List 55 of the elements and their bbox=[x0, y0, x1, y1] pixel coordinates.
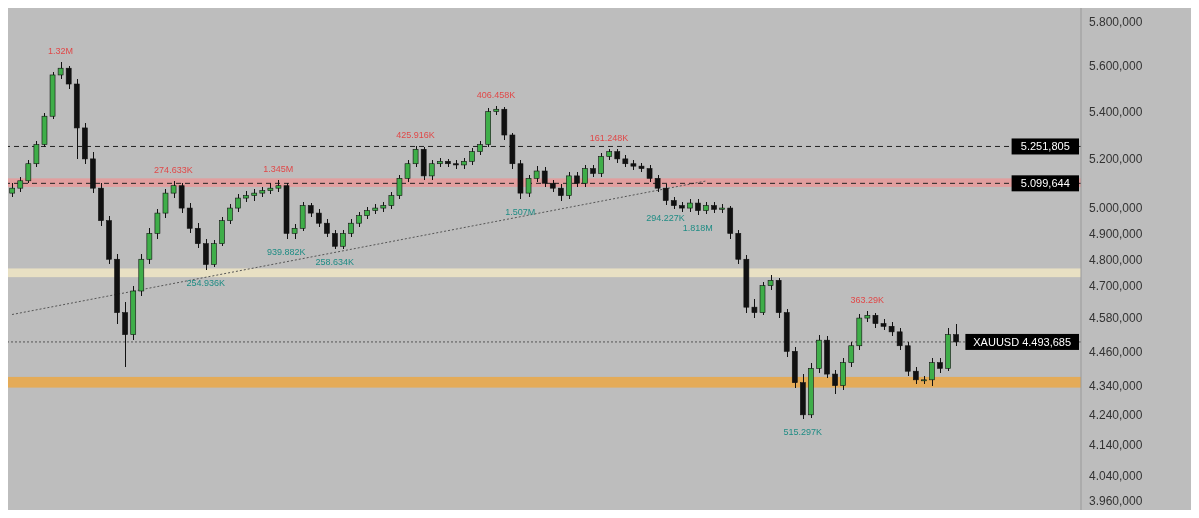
annotation: 1.345M bbox=[263, 163, 294, 174]
annotation: 363.29K bbox=[850, 295, 884, 306]
y-tick-label: 4.460,000 bbox=[1089, 344, 1143, 359]
y-tick-label: 5.200,000 bbox=[1089, 152, 1143, 167]
candlestick bbox=[929, 357, 935, 387]
annotation: 425.916K bbox=[396, 129, 435, 140]
y-tick-label: 4.800,000 bbox=[1089, 252, 1143, 267]
annotation: 258.634K bbox=[315, 256, 355, 267]
y-tick-label: 4.340,000 bbox=[1089, 378, 1143, 393]
annotation: 406.458K bbox=[476, 89, 516, 100]
y-tick-label: 5.400,000 bbox=[1089, 104, 1143, 119]
candlestick bbox=[582, 164, 588, 188]
annotation: 1.507M bbox=[505, 206, 536, 217]
annotation: 939.882K bbox=[267, 247, 306, 258]
candlestick bbox=[194, 222, 201, 249]
annotation: 161.248K bbox=[589, 133, 629, 144]
y-tick-label: 4.140,000 bbox=[1089, 437, 1143, 452]
y-tick-label: 4.700,000 bbox=[1089, 278, 1143, 293]
ref-line-label: 5.251,805 bbox=[1020, 140, 1070, 153]
candlestick bbox=[25, 159, 32, 184]
candlestick bbox=[186, 202, 193, 234]
annotation: 515.297K bbox=[783, 427, 822, 438]
y-tick-label: 3.960,000 bbox=[1089, 493, 1143, 508]
annotation: 294.227K bbox=[646, 213, 685, 224]
y-tick-label: 4.900,000 bbox=[1089, 226, 1143, 241]
y-tick-label: 4.580,000 bbox=[1089, 311, 1143, 326]
candlestick bbox=[840, 357, 846, 391]
candlestick bbox=[541, 166, 548, 188]
annotation: 1.32M bbox=[47, 45, 73, 56]
candlestick bbox=[122, 301, 128, 368]
candlestick bbox=[219, 216, 225, 247]
candlestick bbox=[832, 369, 838, 395]
candlestick bbox=[227, 203, 233, 226]
candlestick bbox=[566, 171, 572, 200]
candlestick bbox=[203, 237, 209, 271]
candlestick bbox=[662, 183, 669, 206]
annotation: 274.633K bbox=[154, 164, 193, 175]
candlestick bbox=[428, 159, 435, 181]
candlestick bbox=[896, 327, 903, 351]
candlestick bbox=[848, 340, 855, 368]
candlestick bbox=[65, 65, 72, 90]
y-tick-label: 4.040,000 bbox=[1089, 468, 1143, 483]
annotation: 254.936K bbox=[186, 277, 225, 288]
candlestick bbox=[211, 239, 217, 268]
ref-line-label: XAUUSD 4.493,685 bbox=[973, 335, 1072, 348]
y-tick-label: 5.000,000 bbox=[1089, 201, 1143, 216]
y-tick-label: 5.600,000 bbox=[1089, 59, 1143, 74]
ref-line-label: 5.099,644 bbox=[1020, 177, 1070, 190]
candlestick bbox=[340, 228, 346, 250]
candlestick bbox=[953, 322, 959, 347]
y-tick-label: 4.240,000 bbox=[1089, 408, 1143, 423]
candlestick bbox=[598, 152, 604, 178]
y-tick-label: 5.800,000 bbox=[1089, 15, 1143, 30]
candlestick bbox=[332, 228, 338, 250]
annotation: 1.818M bbox=[682, 223, 713, 234]
